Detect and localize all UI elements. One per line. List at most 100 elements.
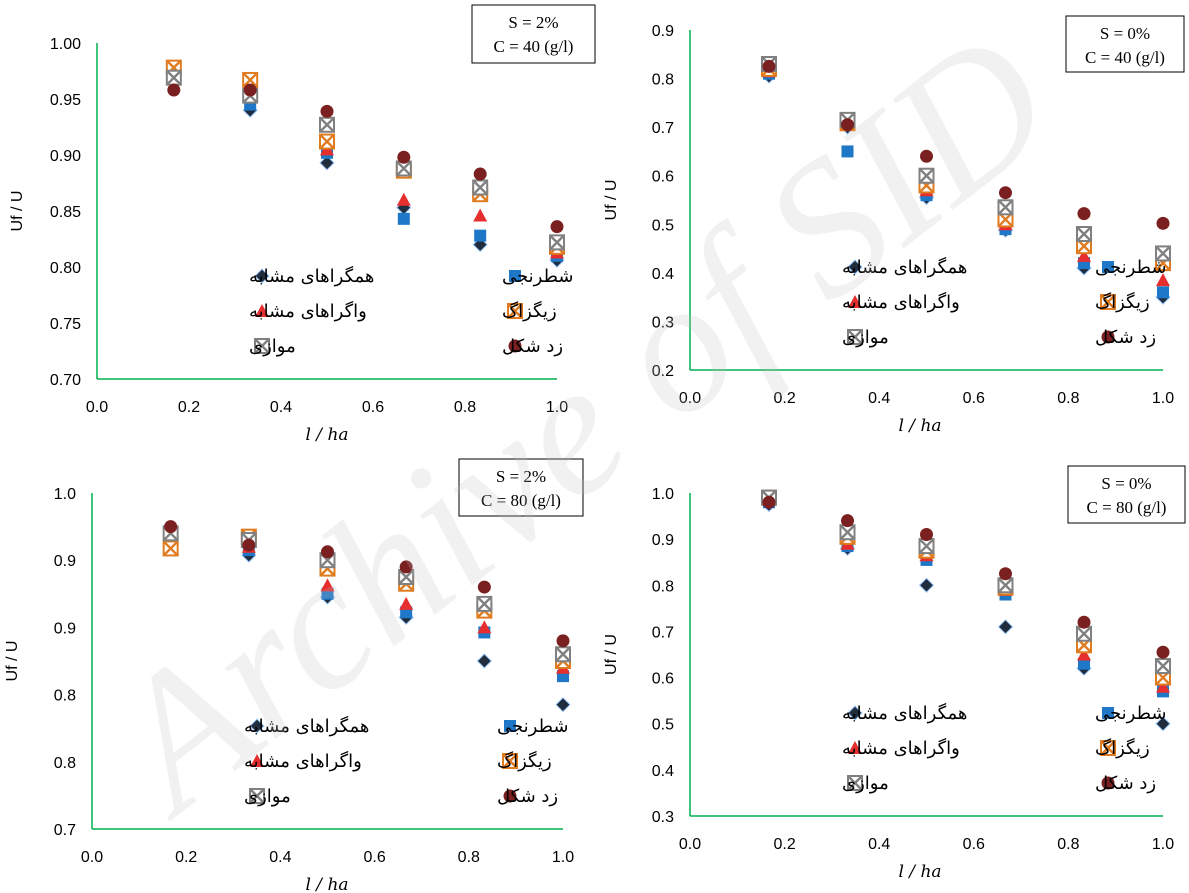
series-2 — [762, 496, 1169, 698]
legend-marker-cross — [1100, 294, 1116, 310]
data-point — [1155, 716, 1171, 732]
series-2 — [164, 534, 569, 683]
legend-item: واگراهای مشابه — [249, 300, 367, 322]
series-6 — [762, 59, 1170, 230]
legend-marker — [847, 329, 863, 345]
x-tick-label: 0.6 — [363, 849, 385, 866]
data-point — [473, 208, 488, 222]
legend-item: زد شکل — [1095, 327, 1156, 348]
x-tick-label: 0.6 — [963, 836, 985, 853]
data-point — [477, 620, 492, 634]
x-tick-label: 1.0 — [1152, 390, 1174, 407]
x-tick-label: 0.8 — [1057, 836, 1079, 853]
y-tick-label: 0.75 — [50, 316, 81, 333]
y-tick-label: 0.95 — [50, 92, 81, 109]
x-tick-label: 0.8 — [458, 849, 480, 866]
data-point — [162, 540, 179, 557]
legend-label: زیگزاگ — [497, 750, 552, 772]
series-3 — [163, 531, 570, 674]
info-box-line: S = 0% — [1101, 474, 1151, 493]
data-point — [918, 538, 935, 555]
y-tick-label: 1.00 — [50, 36, 81, 53]
legend-item: زد شکل — [502, 336, 563, 357]
y-axis-title: Uf / U — [4, 641, 21, 682]
x-tick-label: 0.2 — [773, 390, 795, 407]
y-tick-label: 0.7 — [54, 822, 76, 839]
data-point — [399, 560, 413, 574]
info-box-line: S = 2% — [508, 13, 558, 32]
data-point — [321, 545, 334, 559]
info-box — [1067, 465, 1186, 524]
legend-label: شطرنجی — [497, 716, 568, 737]
data-point-cross — [997, 199, 1014, 216]
legend-marker — [847, 705, 863, 721]
legend-label: زیگزاگ — [1095, 737, 1150, 759]
legend-marker-cross — [254, 338, 270, 354]
chart-panel-top-left: 0.70 0.75 0.80 0.85 0.90 0.95 1.00 0.0 0.2 0.4 0.6… — [9, 4, 596, 445]
x-tick-label: 0.2 — [773, 836, 795, 853]
y-tick-label: 0.6 — [652, 169, 674, 186]
data-point — [243, 83, 257, 97]
legend-item: موازی — [244, 786, 291, 807]
legend-marker — [250, 754, 264, 767]
info-box — [1065, 15, 1185, 73]
legend-item: موازی — [249, 336, 296, 357]
data-point — [319, 133, 335, 150]
legend-item: واگراهای مشابه — [842, 737, 960, 759]
series-1 — [162, 535, 571, 713]
x-tick-label: 0.4 — [270, 399, 292, 416]
x-tick-label: 1.0 — [552, 849, 574, 866]
legend-marker — [509, 270, 521, 282]
y-tick-label: 0.9 — [54, 620, 76, 637]
series-3 — [166, 64, 564, 259]
legend-label: موازی — [244, 786, 291, 807]
legend-label: زیگزاگ — [1095, 291, 1150, 313]
data-point-cross — [1076, 625, 1092, 642]
x-tick-label: 0.4 — [868, 836, 890, 853]
y-tick-label: 0.70 — [50, 372, 81, 389]
data-point — [1078, 657, 1091, 670]
x-tick-label: 0.4 — [269, 849, 291, 866]
legend-marker — [249, 718, 265, 734]
series-6 — [762, 495, 1170, 659]
chart-panel-bottom-right: 0.3 0.4 0.5 0.6 0.7 0.8 0.9 1.0 0.0 0.2 0.4 0.6 0.8 1… — [603, 465, 1186, 882]
y-tick-label: 0.8 — [652, 578, 674, 595]
data-point — [556, 634, 570, 648]
data-point-cross — [1076, 226, 1092, 242]
data-point-cross — [472, 179, 489, 196]
legend-label: واگراهای مشابه — [842, 737, 960, 759]
y-tick-label: 1.0 — [652, 486, 674, 503]
legend-marker — [847, 259, 863, 275]
data-point — [477, 580, 491, 594]
data-point — [1077, 248, 1092, 262]
x-tick-label: 0.8 — [454, 399, 476, 416]
legend-item: شطرنجی — [1095, 257, 1166, 278]
data-point — [550, 220, 564, 234]
series-4 — [165, 59, 565, 255]
legend-marker — [1101, 330, 1115, 344]
legend-marker — [1100, 294, 1116, 310]
data-point — [1077, 207, 1091, 221]
legend-marker — [254, 268, 270, 284]
info-box-line: C = 80 (g/l) — [1087, 498, 1167, 517]
data-point — [920, 528, 933, 542]
data-point — [474, 229, 487, 242]
legend-item: زیگزاگ — [1095, 737, 1150, 759]
legend-label: شطرنجی — [1095, 703, 1166, 724]
y-tick-label: 0.85 — [50, 204, 81, 221]
x-tick-label: 0.2 — [178, 399, 200, 416]
data-point — [839, 524, 856, 541]
x-tick-label: 0.4 — [868, 390, 890, 407]
legend-label: همگراهای مشابه — [244, 715, 369, 737]
series-3 — [761, 64, 1170, 287]
legend-item: زیگزاگ — [502, 300, 557, 322]
legend-marker — [503, 789, 517, 803]
y-tick-label: 0.9 — [652, 532, 674, 549]
y-axis-title: Uf / U — [603, 180, 620, 221]
legend-item: همگراهای مشابه — [842, 702, 967, 724]
data-point — [242, 538, 256, 552]
data-point — [998, 186, 1012, 200]
legend-item: واگراهای مشابه — [244, 750, 362, 772]
legend-marker — [848, 741, 862, 754]
data-point — [396, 192, 411, 206]
